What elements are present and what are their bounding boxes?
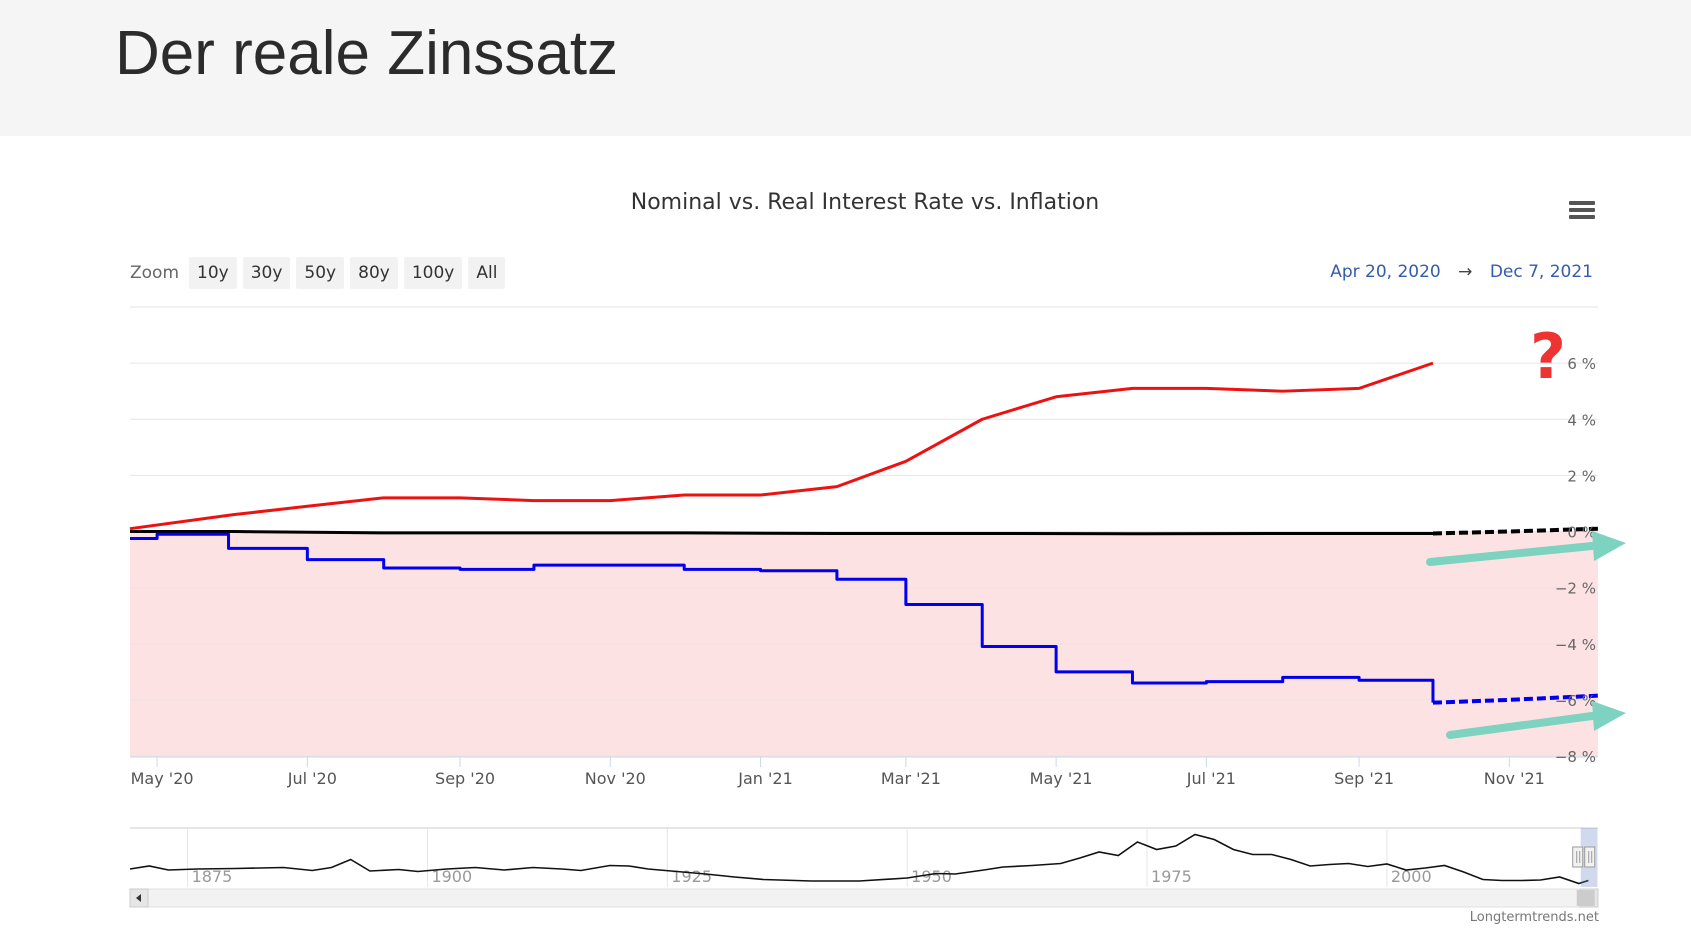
chart-title: Nominal vs. Real Interest Rate vs. Infla…: [630, 190, 1100, 215]
x-tick-label: Jul '20: [287, 769, 337, 788]
navigator-year-label: 2000: [1391, 867, 1432, 886]
y-tick-label: 0 %: [1567, 524, 1596, 542]
zoom-bar: Zoom 10y 30y 50y 80y 100y All: [130, 257, 506, 289]
x-tick-label: May '21: [1030, 769, 1093, 788]
series-line-1: [130, 530, 1433, 536]
navigator-year-label: 1925: [671, 867, 712, 886]
x-tick-label: Nov '21: [1484, 769, 1545, 788]
range-to-date[interactable]: Dec 7, 2021: [1489, 262, 1593, 282]
chevron-left-icon: [136, 894, 141, 902]
zoom-100y-button[interactable]: 100y: [403, 257, 463, 289]
series-line-0: [129, 361, 1434, 531]
x-tick-label: Mar '21: [881, 769, 941, 788]
y-tick-label: 2 %: [1567, 467, 1596, 485]
trend-arrowhead-icon: [1592, 531, 1626, 561]
zoom-50y-button[interactable]: 50y: [296, 257, 345, 289]
y-tick-label: −6 %: [1555, 692, 1596, 710]
zoom-10y-button[interactable]: 10y: [189, 257, 237, 289]
slide-title: Der reale Zinssatz: [115, 19, 619, 88]
navigator-year-label: 1900: [431, 867, 472, 886]
x-tick-label: Nov '20: [585, 769, 646, 788]
x-axis: May '20 Jul '20 Sep '20 Nov '20 Jan '21 Mar '…: [130, 756, 1598, 788]
x-tick-label: Sep '21: [1334, 769, 1394, 788]
navigator[interactable]: 1875 1900 1925 1950 1975 2000: [129, 827, 1599, 908]
navigator-handle[interactable]: [1584, 846, 1596, 868]
y-tick-label: −8 %: [1555, 748, 1596, 766]
range-from-date[interactable]: Apr 20, 2020: [1330, 262, 1441, 282]
navigator-year-label: 1950: [911, 867, 952, 886]
x-tick-label: May '20: [131, 769, 194, 788]
question-mark-annotation: ?: [1530, 320, 1566, 393]
navigator-year-label: 1975: [1151, 867, 1192, 886]
grid-layer: [130, 306, 1598, 757]
zoom-all-button[interactable]: All: [468, 257, 506, 289]
y-tick-label: 6 %: [1567, 355, 1596, 373]
y-axis: 6 % 4 % 2 % 0 % −2 % −4 % −6 % −8 %: [1555, 355, 1596, 766]
annotation-layer: ?: [1426, 320, 1626, 739]
x-tick-label: Jul '21: [1186, 769, 1236, 788]
hamburger-menu-icon[interactable]: [1565, 198, 1599, 226]
series-forecast-1: [1432, 526, 1599, 536]
navigator-handle[interactable]: [1572, 846, 1584, 868]
x-tick-label: Sep '20: [435, 769, 495, 788]
zoom-label: Zoom: [130, 263, 180, 283]
series-line-2: [130, 532, 1435, 703]
y-tick-label: −2 %: [1555, 580, 1596, 598]
range-arrow-icon: →: [1458, 262, 1473, 282]
series-layer: [129, 361, 1599, 705]
date-range-display: Apr 20, 2020 → Dec 7, 2021: [1330, 262, 1593, 282]
y-tick-label: −4 %: [1555, 636, 1596, 654]
zoom-30y-button[interactable]: 30y: [242, 257, 291, 289]
series-forecast-2: [1432, 693, 1599, 705]
y-tick-label: 4 %: [1567, 411, 1596, 429]
navigator-scrollbar-track[interactable]: [129, 888, 1599, 908]
zoom-80y-button[interactable]: 80y: [350, 257, 398, 289]
trend-arrow-line: [1446, 712, 1596, 739]
navigator-series-line: [129, 833, 1589, 885]
x-tick-label: Jan '21: [737, 769, 793, 788]
scrollbar-thumb[interactable]: [1576, 890, 1595, 906]
credit-link[interactable]: Longtermtrends.net: [1469, 910, 1599, 925]
trend-arrow-line: [1426, 542, 1596, 566]
navigator-year-label: 1875: [192, 867, 233, 886]
slide-header: [0, 0, 1691, 136]
trend-arrowhead-icon: [1592, 701, 1626, 731]
